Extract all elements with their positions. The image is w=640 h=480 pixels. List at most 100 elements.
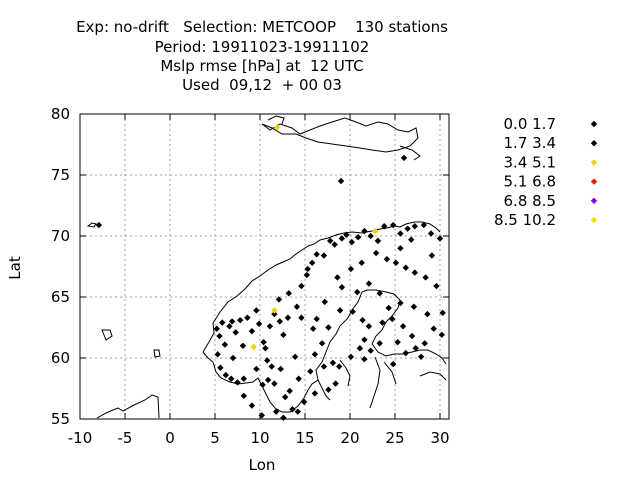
station-marker [374, 237, 382, 245]
station-marker [358, 259, 365, 267]
station-marker [240, 392, 247, 400]
station-marker [248, 327, 256, 335]
station-marker [273, 124, 281, 131]
station-marker [268, 363, 275, 370]
station-marker [424, 310, 431, 318]
x-tick-label: 0 [165, 429, 175, 447]
station-marker [303, 271, 310, 279]
station-marker [389, 315, 396, 323]
x-tick-label: -5 [118, 429, 133, 447]
station-marker [95, 221, 103, 229]
station-marker [394, 338, 401, 346]
station-marker [433, 282, 440, 290]
station-marker [361, 356, 368, 363]
station-marker [400, 154, 408, 162]
station-marker [309, 325, 317, 332]
y-axis-label: Lat [6, 256, 24, 280]
station-marker [234, 379, 241, 386]
station-marker [367, 232, 374, 240]
y-tick-label: 55 [51, 410, 70, 428]
station-marker [229, 354, 237, 362]
x-tick-label: 10 [250, 429, 269, 447]
station-marker [356, 345, 364, 352]
station-marker [276, 318, 283, 325]
x-tick-label: -10 [68, 429, 93, 447]
x-tick-label: 25 [385, 429, 404, 447]
station-marker [347, 353, 355, 360]
legend-marker [590, 178, 598, 185]
station-marker [295, 375, 302, 382]
station-marker [381, 223, 388, 230]
station-marker [260, 338, 267, 346]
station-marker [367, 347, 374, 354]
station-marker [285, 290, 292, 297]
station-marker [277, 365, 284, 373]
station-marker [275, 296, 283, 303]
header-line-variable: Mslp rmse [hPa] at 12 UTC [160, 57, 364, 75]
y-tick-label: 80 [51, 105, 70, 123]
station-marker [239, 342, 247, 349]
station-marker [320, 252, 328, 259]
station-marker [325, 324, 332, 331]
station-marker [359, 316, 366, 324]
station-marker [264, 376, 272, 384]
station-marker [298, 314, 305, 321]
station-marker [427, 230, 435, 237]
station-marker [309, 259, 316, 267]
x-tick-label: 5 [210, 429, 220, 447]
station-marker [253, 365, 260, 373]
station-marker [318, 340, 326, 347]
station-marker [266, 323, 274, 330]
station-marker [337, 177, 345, 185]
station-marker [411, 269, 418, 276]
station-marker [232, 329, 239, 336]
station-marker [280, 331, 287, 339]
station-marker [390, 360, 397, 368]
header-line-experiment: Exp: no-drift Selection: METCOOP 130 sta… [76, 18, 448, 36]
station-marker [385, 304, 392, 312]
station-marker [221, 341, 229, 348]
station-marker [313, 315, 320, 323]
station-marker [331, 241, 338, 248]
station-marker [304, 265, 311, 273]
station-marker [219, 319, 226, 326]
station-marker [411, 223, 418, 230]
station-markers [95, 124, 446, 421]
header-line-period: Period: 19911023-19911102 [154, 38, 370, 56]
legend-marker [590, 197, 598, 204]
station-marker [404, 225, 411, 232]
station-marker [214, 351, 221, 358]
legend-label: 8.5 10.2 [494, 211, 556, 229]
y-tick-label: 75 [51, 166, 70, 184]
axis-ticks: -10 -5 0 5 10 15 20 25 30 55 60 65 70 75 80 [51, 105, 450, 447]
station-marker [399, 323, 407, 330]
station-marker [294, 408, 301, 415]
station-marker [289, 406, 296, 413]
legend-label: 0.0 1.7 [504, 115, 556, 133]
legend-marker [590, 120, 598, 128]
station-marker [408, 332, 416, 340]
x-tick-label: 20 [340, 429, 359, 447]
station-marker [250, 343, 257, 351]
legend-marker [590, 216, 598, 224]
station-marker [329, 359, 337, 367]
legend-marker [590, 159, 598, 166]
station-marker [372, 249, 380, 257]
station-marker [379, 319, 386, 326]
station-marker [298, 282, 305, 290]
station-marker [336, 307, 344, 314]
station-marker [222, 371, 229, 379]
station-marker [271, 307, 278, 314]
station-marker [439, 309, 446, 317]
station-marker [228, 375, 235, 382]
station-marker [237, 316, 244, 324]
station-marker [213, 325, 220, 332]
station-marker [412, 345, 419, 352]
y-tick-label: 60 [51, 349, 70, 367]
station-marker [327, 237, 334, 245]
station-marker [291, 353, 299, 360]
coastline [86, 115, 447, 419]
station-marker [216, 332, 223, 340]
station-marker [226, 323, 233, 330]
station-marker [383, 255, 391, 263]
